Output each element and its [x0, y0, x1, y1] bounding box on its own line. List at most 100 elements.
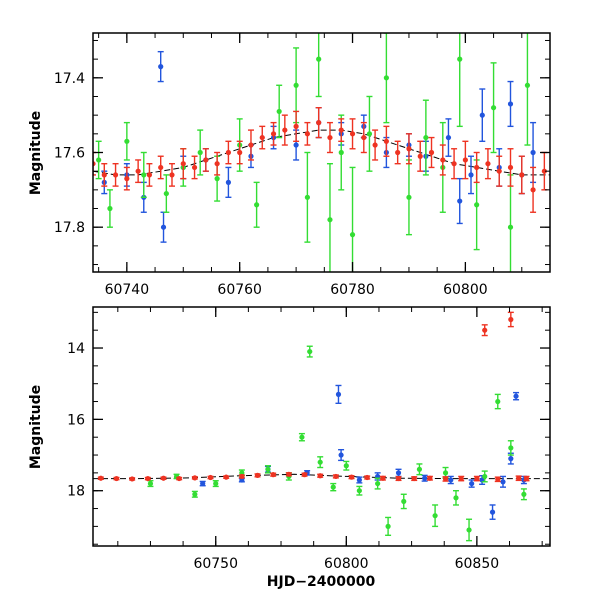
data-marker [500, 479, 506, 485]
data-marker [468, 172, 474, 178]
top-series-2-point [236, 140, 243, 165]
data-marker [124, 138, 130, 144]
bottom-series-0-point [395, 468, 402, 478]
data-marker [317, 459, 323, 465]
bottom-series-1-point [520, 488, 527, 501]
data-marker [141, 172, 147, 178]
data-marker [474, 475, 480, 482]
data-marker [508, 445, 514, 451]
top-series-2-point [360, 121, 367, 154]
data-marker [395, 149, 401, 156]
bottom-series-1-point [400, 493, 407, 510]
data-marker [469, 480, 475, 487]
data-marker [406, 146, 412, 152]
data-marker [462, 157, 468, 163]
data-marker [225, 149, 232, 156]
top-y-tick-label: 17.6 [54, 146, 85, 162]
data-marker [207, 474, 214, 481]
bottom-series-2-point [458, 475, 465, 482]
data-marker [158, 164, 164, 171]
data-marker [364, 474, 370, 481]
top-series-1-point [349, 166, 356, 272]
bottom-series-2-point [285, 471, 292, 477]
data-marker [395, 470, 402, 476]
data-marker [375, 480, 381, 487]
data-marker [124, 176, 130, 182]
top-series-2-point [146, 163, 153, 187]
bottom-series-2-point [426, 475, 433, 481]
data-marker [107, 205, 113, 212]
bottom-xlabel: HJD−2400000 [267, 574, 376, 590]
bottom-series-1-point [212, 480, 219, 488]
bottom-series-1 [147, 345, 527, 542]
top-series-2-point [247, 129, 254, 161]
bottom-series-2-point [238, 473, 245, 480]
top-series-2-point [168, 163, 175, 187]
top-series-1-point [422, 99, 429, 176]
data-marker [530, 187, 536, 193]
bottom-series-2-point [97, 475, 104, 481]
data-marker [237, 149, 243, 156]
data-marker [265, 466, 271, 472]
data-marker [299, 434, 305, 440]
top-series-1-point [490, 62, 497, 154]
top-series-0-point [225, 166, 232, 199]
top-model-curve [93, 129, 550, 176]
bottom-series-2-point [442, 476, 449, 482]
bottom-series-2-point [207, 474, 214, 481]
bottom-series-2-point [348, 474, 355, 480]
bottom-series-0-point [499, 475, 506, 488]
data-marker [466, 527, 472, 533]
data-marker [158, 64, 164, 70]
data-marker [316, 56, 322, 62]
data-marker [440, 157, 446, 163]
data-marker [348, 474, 355, 480]
top-series-2-point [315, 106, 322, 139]
bottom-panel: Magnitude HJD−2400000 60750 60800 60850 14 1… [28, 306, 551, 590]
bottom-series-2-point [301, 472, 308, 478]
top-series-2-point [112, 163, 119, 187]
data-marker [442, 476, 449, 482]
top-series-0-point [479, 88, 486, 142]
top-series-2-point [507, 148, 514, 187]
top-x-tick-label: 60760 [217, 282, 262, 298]
top-series-1-point [106, 189, 113, 228]
top-series-2-point [191, 155, 198, 180]
data-marker [442, 470, 449, 476]
data-marker [448, 477, 454, 483]
data-marker [333, 473, 339, 480]
top-series-2 [93, 106, 548, 213]
data-marker [489, 509, 496, 515]
bottom-series-1-point [507, 440, 514, 456]
bottom-series-2-point [364, 474, 371, 481]
data-marker [385, 523, 391, 529]
bottom-series-1-point [466, 518, 473, 542]
data-marker [521, 491, 527, 497]
data-marker [338, 452, 344, 458]
top-series-1-point [326, 163, 333, 272]
bottom-series-2-point [515, 475, 522, 482]
bottom-y-tick-label: 18 [67, 484, 85, 500]
top-series-2-point [417, 140, 424, 172]
top-series-2-point [293, 110, 300, 142]
data-marker [239, 473, 245, 480]
bottom-x-tick-label: 60850 [455, 556, 500, 572]
top-plot-area [93, 33, 550, 272]
data-marker [270, 472, 276, 478]
top-series-1-point [456, 33, 463, 128]
data-marker [523, 475, 530, 482]
data-marker [417, 153, 423, 159]
bottom-y-tick-label: 16 [67, 412, 85, 428]
top-series-2-point [180, 148, 187, 180]
bottom-series-2-point [379, 475, 386, 481]
bottom-series-1-point [416, 463, 423, 476]
bottom-series-2-point [411, 475, 418, 482]
data-marker [422, 475, 428, 481]
data-marker [338, 127, 344, 133]
bottom-series-2-point [270, 472, 277, 478]
data-marker [192, 491, 198, 497]
bottom-series-1-point [306, 345, 313, 358]
data-marker [304, 194, 310, 200]
top-series-2-point [439, 144, 446, 176]
top-series-1-point [140, 151, 147, 199]
